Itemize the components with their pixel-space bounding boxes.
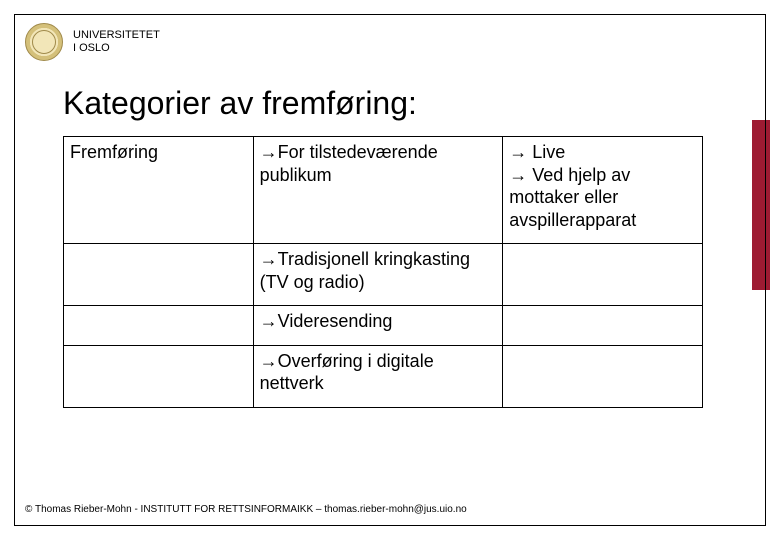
cell-r1-c1: →Tradisjonell kringkasting (TV og radio) [253,244,503,306]
cell-r0-c0: Fremføring [64,137,254,244]
university-line1: UNIVERSITETET [73,29,160,42]
cell-r1-c0 [64,244,254,306]
cell-r3-c1: →Overføring i digitale nettverk [253,345,503,407]
slide: UNIVERSITETET I OSLO Kategorier av fremf… [0,0,780,540]
cell-r2-c0 [64,306,254,346]
cell-r0-c2: → Live→ Ved hjelp av mottaker eller avsp… [503,137,703,244]
cell-r2-c1: →Videresending [253,306,503,346]
header: UNIVERSITETET I OSLO [15,15,765,67]
cell-r3-c2 [503,345,703,407]
table-row: →Tradisjonell kringkasting (TV og radio) [64,244,703,306]
cell-r1-c2 [503,244,703,306]
table-row: →Overføring i digitale nettverk [64,345,703,407]
footer-copyright: © Thomas Rieber-Mohn - INSTITUTT FOR RET… [25,504,467,515]
table-row: →Videresending [64,306,703,346]
cell-r3-c0 [64,345,254,407]
categories-table: Fremføring →For tilstedeværende publikum… [63,136,703,408]
table-container: Fremføring →For tilstedeværende publikum… [15,136,765,408]
university-name: UNIVERSITETET I OSLO [73,29,160,55]
cell-r2-c2 [503,306,703,346]
university-line2: I OSLO [73,42,160,55]
university-seal-icon [25,23,63,61]
slide-inner-frame: UNIVERSITETET I OSLO Kategorier av fremf… [14,14,766,526]
cell-r0-c1: →For tilstedeværende publikum [253,137,503,244]
page-title: Kategorier av fremføring: [15,67,765,136]
table-row: Fremføring →For tilstedeværende publikum… [64,137,703,244]
